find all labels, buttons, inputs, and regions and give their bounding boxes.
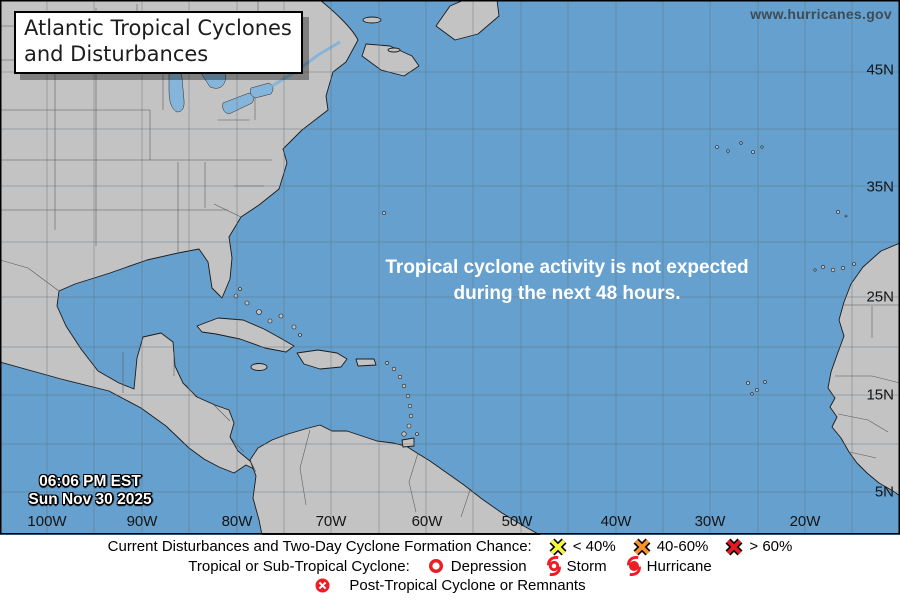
- lat-label-25n: 25N: [866, 288, 894, 306]
- 40-60-label: 40-60%: [656, 538, 709, 556]
- graticule-grid: [0, 0, 900, 535]
- depression-label: Depression: [450, 557, 527, 575]
- prince-edward-island: [387, 47, 401, 53]
- map-title-line2: and Disturbances: [24, 42, 209, 66]
- legend-item-depression: Depression: [427, 557, 527, 575]
- trinidad: [401, 437, 415, 448]
- x-mark-yellow-icon: [549, 538, 567, 556]
- legend: Current Disturbances and Two-Day Cyclone…: [0, 535, 900, 601]
- lon-label-70w: 70W: [315, 513, 347, 530]
- legend-row-formation-chance: Current Disturbances and Two-Day Cyclone…: [0, 537, 900, 557]
- legend-item-storm: Storm: [544, 556, 607, 577]
- issuance-timestamp: 06:06 PM EST Sun Nov 30 2025: [20, 473, 160, 508]
- lon-label-20w: 20W: [789, 513, 821, 530]
- legend-item-lt40: < 40%: [549, 538, 616, 556]
- storm-icon: [544, 556, 564, 577]
- state-country-borders: [0, 0, 900, 518]
- x-mark-red-icon: [725, 538, 743, 556]
- newfoundland: [435, 0, 500, 41]
- lat-label-35n: 35N: [866, 178, 894, 196]
- bermuda: [382, 211, 386, 215]
- depression-icon: [427, 557, 445, 575]
- lon-label-90w: 90W: [126, 513, 158, 530]
- anticosti-island: [362, 16, 382, 24]
- outlook-message-line1: Tropical cyclone activity is not expecte…: [385, 257, 749, 278]
- lon-label-50w: 50W: [501, 513, 533, 530]
- website-label: www.hurricanes.gov: [750, 6, 892, 22]
- hispaniola: [296, 349, 348, 370]
- cyclone-type-label: Tropical or Sub-Tropical Cyclone:: [188, 557, 410, 575]
- hurricane-icon: [624, 556, 644, 577]
- map-title-box: Atlantic Tropical Cyclones and Disturban…: [14, 11, 303, 74]
- lon-label-60w: 60W: [411, 513, 443, 530]
- legend-item-hurricane: Hurricane: [624, 556, 712, 577]
- hurricane-label: Hurricane: [646, 557, 712, 575]
- outlook-message: Tropical cyclone activity is not expecte…: [307, 255, 827, 307]
- legend-row-post-tropical: Post-Tropical Cyclone or Remnants: [0, 576, 900, 596]
- map-border: [0, 0, 900, 535]
- issuance-time: 06:06 PM EST: [39, 473, 141, 490]
- gt60-label: > 60%: [749, 538, 793, 556]
- south-america-landmass: [249, 424, 541, 535]
- formation-chance-label: Current Disturbances and Two-Day Cyclone…: [107, 538, 532, 556]
- legend-row-cyclone-types: Tropical or Sub-Tropical Cyclone: Depres…: [0, 556, 900, 577]
- small-islands: [233, 141, 856, 437]
- legend-item-gt60: > 60%: [725, 538, 792, 556]
- atlantic-basin-svg: [0, 0, 900, 535]
- post-tropical-label: Post-Tropical Cyclone or Remnants: [349, 577, 586, 595]
- landmasses: [0, 0, 900, 535]
- storm-label: Storm: [566, 557, 607, 575]
- lat-label-5n: 5N: [874, 483, 894, 501]
- lon-label-100w: 100W: [27, 513, 67, 530]
- atlantic-map[interactable]: Atlantic Tropical Cyclones and Disturban…: [0, 0, 900, 535]
- lat-label-15n: 15N: [866, 386, 894, 404]
- lon-label-80w: 80W: [221, 513, 253, 530]
- legend-item-40-60: 40-60%: [633, 538, 709, 556]
- outlook-message-line2: during the next 48 hours.: [453, 283, 681, 304]
- issuance-date: Sun Nov 30 2025: [28, 490, 152, 508]
- lt40-label: < 40%: [572, 538, 616, 556]
- post-tropical-icon: [314, 577, 331, 594]
- puerto-rico: [355, 358, 377, 367]
- cuba: [196, 317, 295, 353]
- lon-label-30w: 30W: [694, 513, 726, 530]
- lon-label-40w: 40W: [600, 513, 632, 530]
- x-mark-orange-icon: [633, 538, 651, 556]
- lat-label-45n: 45N: [866, 61, 894, 79]
- map-title-line1: Atlantic Tropical Cyclones: [24, 16, 292, 40]
- africa-landmass: [827, 242, 900, 497]
- legend-item-post-tropical: Post-Tropical Cyclone or Remnants: [314, 577, 586, 595]
- jamaica: [250, 363, 268, 371]
